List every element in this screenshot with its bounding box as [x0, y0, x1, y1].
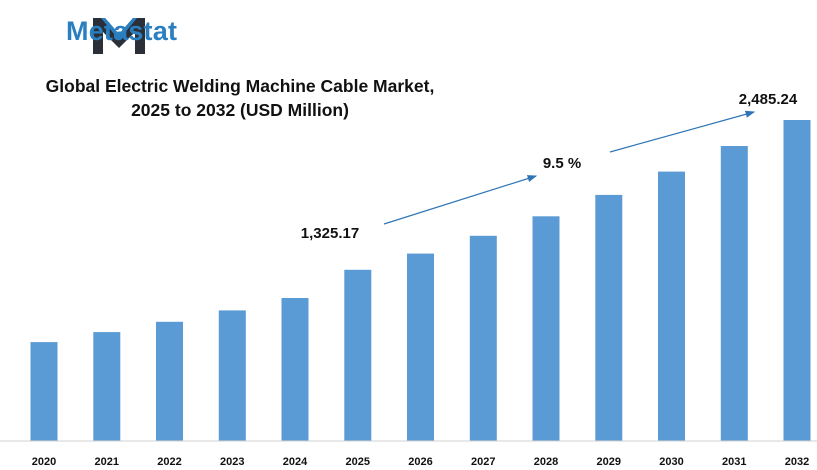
chart-title-line-1: Global Electric Welding Machine Cable Ma… — [45, 76, 435, 96]
x-tick-label-2031: 2031 — [722, 456, 746, 468]
bar-2020 — [30, 342, 58, 441]
brand-name: Metastat — [66, 16, 178, 46]
bar-2023 — [218, 310, 246, 441]
x-tick-label-2027: 2027 — [471, 456, 495, 468]
x-tick-label-2022: 2022 — [157, 456, 181, 468]
bar-2022 — [156, 321, 183, 441]
bar-2031 — [720, 146, 748, 441]
metastat-logo-icon — [93, 18, 145, 54]
bar-2032 — [783, 120, 811, 441]
chart-title: Global Electric Welding Machine Cable Ma… — [20, 74, 460, 122]
bar-2028 — [532, 216, 560, 441]
bar-2026 — [407, 253, 434, 441]
start-value-label: 1,325.17 — [301, 225, 359, 242]
x-tick-label-2032: 2032 — [785, 456, 809, 468]
x-tick-label-2020: 2020 — [32, 456, 56, 468]
x-tick-label-2029: 2029 — [597, 456, 621, 468]
trend-arrow-2 — [609, 110, 756, 153]
bar-2027 — [469, 235, 497, 441]
end-value-label: 2,485.24 — [739, 91, 798, 108]
bar-2025 — [344, 269, 372, 441]
bar-2030 — [658, 171, 685, 441]
x-tick-label-2026: 2026 — [408, 456, 432, 468]
x-tick-label-2023: 2023 — [220, 456, 244, 468]
x-tick-label-2025: 2025 — [346, 456, 370, 468]
cagr-label: 9.5 % — [543, 155, 581, 172]
bar-2021 — [93, 332, 121, 441]
trend-arrow-1 — [383, 175, 538, 225]
x-tick-label-2021: 2021 — [95, 456, 119, 468]
chart-title-line-2: 2025 to 2032 (USD Million) — [131, 100, 349, 120]
x-tick-label-2030: 2030 — [659, 456, 683, 468]
bar-2024 — [281, 298, 309, 441]
x-tick-label-2028: 2028 — [534, 456, 558, 468]
x-tick-label-2024: 2024 — [283, 456, 308, 468]
bar-2029 — [595, 194, 623, 441]
